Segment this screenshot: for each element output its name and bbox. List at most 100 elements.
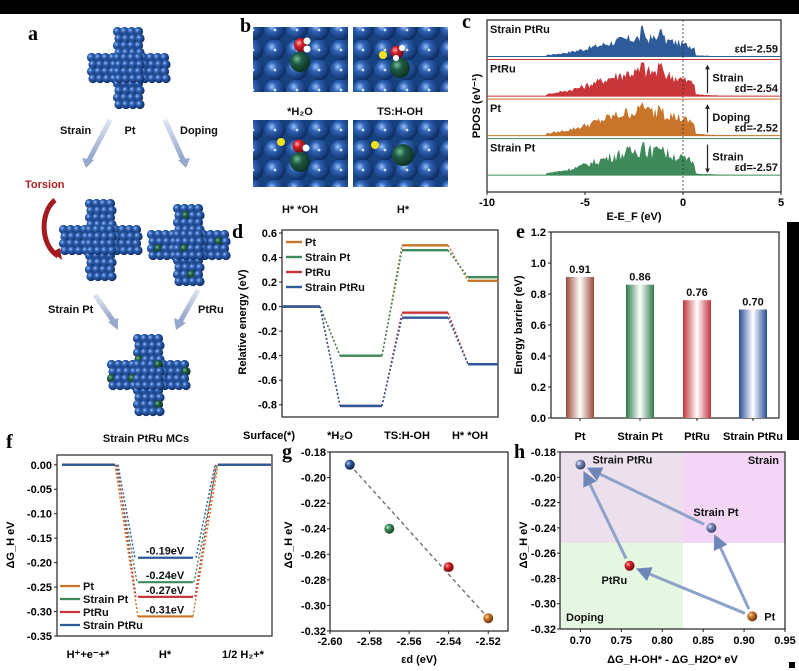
y-tick-label: -0.24 <box>531 523 557 535</box>
y-tick-label: 0.6 <box>262 228 277 240</box>
pt-atom <box>146 333 157 344</box>
connector-ptru <box>447 312 469 365</box>
y-tick-label: 0.6 <box>531 320 546 332</box>
pt-atom <box>88 59 98 70</box>
connector-strain-pt <box>319 306 341 356</box>
fit-line <box>349 464 489 619</box>
pt-atom <box>114 73 124 84</box>
pt-atom <box>139 373 150 384</box>
y-tick-label: -0.28 <box>531 573 556 585</box>
x-category-label: Surface(*) <box>243 430 295 442</box>
region-strain <box>682 452 785 544</box>
x-tick-label: 0.75 <box>611 635 632 647</box>
pt-atom <box>119 40 130 51</box>
pt-atom <box>221 250 231 261</box>
y-tick-label: 1.0 <box>531 258 546 270</box>
pt-atom <box>141 380 151 391</box>
level-value-label: -0.24eV <box>146 570 185 582</box>
pt-atom <box>134 366 144 377</box>
pt-atom <box>165 359 176 370</box>
pt-atom <box>188 262 198 273</box>
connector-ptru <box>194 464 217 597</box>
panel-label-e: e <box>516 221 525 243</box>
level-value-label: -0.31eV <box>146 604 185 616</box>
pt-atom <box>91 224 102 235</box>
pt-atom <box>122 380 132 391</box>
series-label: Pt <box>490 103 501 115</box>
x-tick-label: 0 <box>680 197 686 209</box>
pt-atom <box>132 333 143 344</box>
pt-atom <box>105 238 116 249</box>
pt-atom <box>193 217 204 228</box>
image-h <box>353 120 448 187</box>
pt-atom <box>188 210 198 221</box>
pt-atom <box>93 231 103 242</box>
ru-atom <box>181 366 191 377</box>
pt-atom <box>155 406 165 417</box>
legend-label: Strain Pt <box>83 594 129 606</box>
pt-atom <box>112 40 123 51</box>
pt-atom <box>141 366 151 377</box>
corner-mark <box>789 662 795 668</box>
pt-atom <box>88 73 98 84</box>
pt-atom <box>155 250 165 261</box>
panel-label-b: b <box>240 15 251 37</box>
panel-label-h: h <box>514 441 525 463</box>
pt-atom <box>148 236 158 247</box>
pt-atom <box>67 231 77 242</box>
pt-atom <box>100 257 110 268</box>
pt-atom <box>60 245 70 256</box>
torsion-label: Torsion <box>25 179 65 191</box>
pt-atom <box>119 66 130 77</box>
pt-atom <box>148 340 158 351</box>
y-tick-label: -0.18 <box>531 447 556 459</box>
pt-atom <box>159 52 170 63</box>
torsion-arrowhead-icon <box>52 248 62 260</box>
pt-atom <box>65 224 76 235</box>
strain-pt-cluster <box>58 198 143 282</box>
point-label: PtRu <box>602 575 628 587</box>
connector-pt <box>114 464 139 617</box>
pt-atom <box>148 392 158 403</box>
y-tick-label: -0.18 <box>301 447 326 459</box>
x-category-label: PtRu <box>684 431 710 443</box>
pt-atom <box>128 73 138 84</box>
pt-atom <box>174 210 184 221</box>
chart-g-scatter-ed: g -0.18 -0.20 -0.22 -0.24 -0.26 -0.28 -0.30 -0.3… <box>282 441 509 666</box>
pt-atom <box>98 198 109 209</box>
merge-left-arrowhead-icon <box>108 318 118 330</box>
pt-atom <box>98 212 109 223</box>
pt-atom <box>117 238 128 249</box>
pt-atom <box>172 243 183 254</box>
pt-atom <box>108 366 118 377</box>
pt-atom <box>74 245 84 256</box>
pt-atom <box>179 269 190 280</box>
pt-atom <box>128 85 138 96</box>
bar-value-label: 0.86 <box>629 272 650 284</box>
pt-atom <box>186 217 197 228</box>
annotation-label: Strain <box>712 72 743 84</box>
pt-atom <box>172 373 183 384</box>
pt-atom <box>167 366 177 377</box>
pt-atom <box>60 231 70 242</box>
pt-atom <box>126 245 136 256</box>
pt-atom <box>212 229 223 240</box>
ed-label: εd=-2.52 <box>735 123 778 135</box>
y-tick-label: -0.30 <box>531 599 556 611</box>
pt-atom <box>186 229 197 240</box>
panel-label-d: d <box>232 221 243 243</box>
pt-atom <box>91 212 102 223</box>
merge-right-arrow-icon <box>177 288 201 324</box>
pt-atom <box>58 238 69 249</box>
pt-atom <box>133 92 144 103</box>
pt-atom <box>108 380 118 391</box>
doping-arrow-label: Doping <box>180 125 218 137</box>
pt-atom <box>161 59 171 70</box>
pt-atom <box>128 33 138 44</box>
pt-atom <box>132 359 143 370</box>
pt-atom <box>193 243 204 254</box>
pt-atom <box>181 262 191 273</box>
x-category-label: Strain PtRu <box>723 431 783 443</box>
series-label: PtRu <box>490 64 516 76</box>
